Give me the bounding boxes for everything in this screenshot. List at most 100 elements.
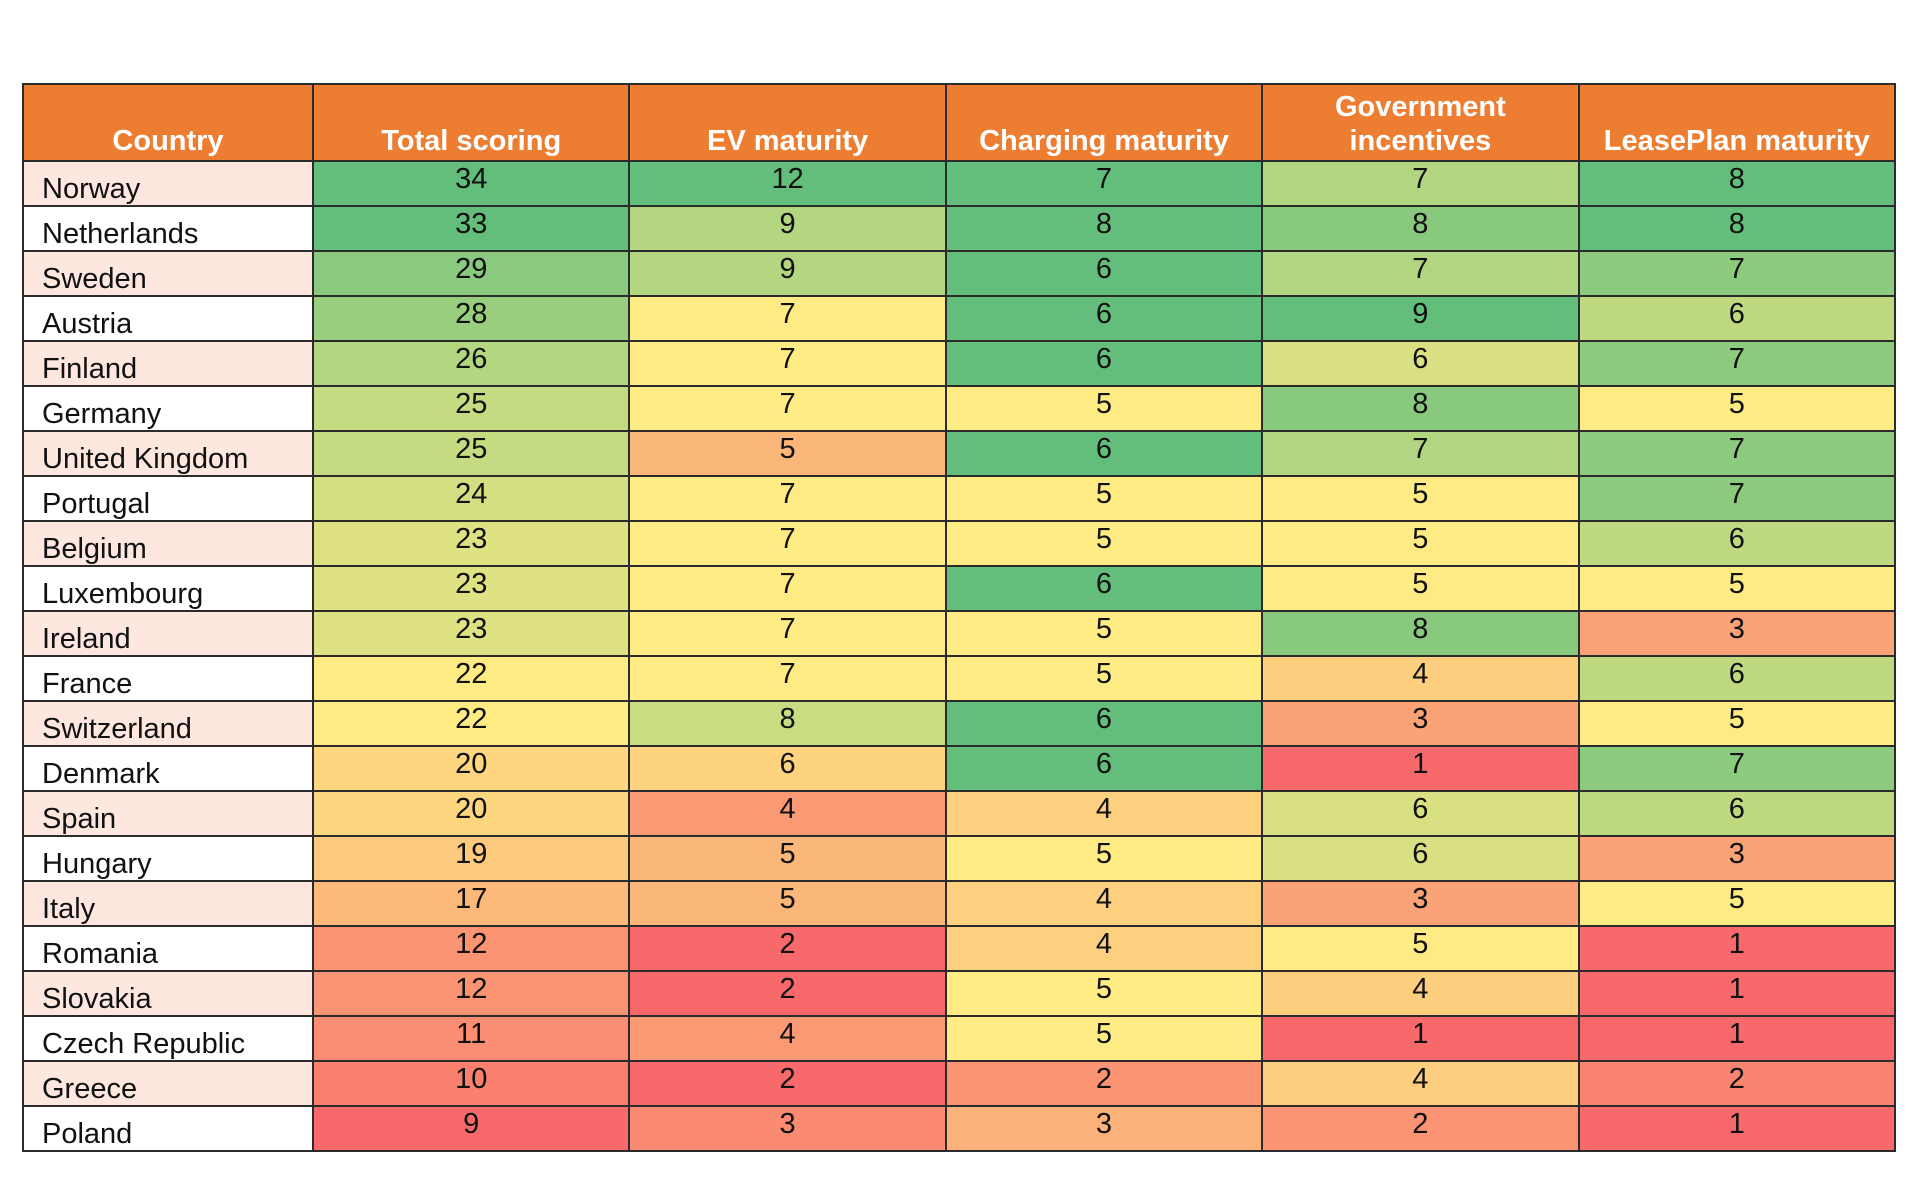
heat-cell: 23 [311,565,631,612]
country-cell: United Kingdom [22,430,314,477]
table-row: Switzerland 22 8 6 3 5 [22,700,1896,747]
heat-cell: 7 [628,475,947,522]
heatmap-table-container: Country Total scoring EV maturity Charging … [22,83,1896,1152]
heat-cell: 6 [944,700,1264,747]
table-row: Belgium 23 7 5 5 6 [22,520,1896,567]
heat-cell: 7 [1577,430,1896,477]
country-cell: Greece [22,1060,314,1107]
heat-cell: 8 [1261,385,1580,432]
heat-cell: 22 [311,655,631,702]
country-cell: Romania [22,925,314,972]
table-row: Czech Republic 11 4 5 1 1 [22,1015,1896,1062]
heat-cell: 6 [944,250,1264,297]
heat-cell: 1 [1577,970,1896,1017]
heat-cell: 5 [944,610,1264,657]
country-cell: Denmark [22,745,314,792]
table-row: Italy 17 5 4 3 5 [22,880,1896,927]
country-cell: Czech Republic [22,1015,314,1062]
heat-cell: 11 [311,1015,631,1062]
heat-cell: 6 [1577,790,1896,837]
table-row: Finland 26 7 6 6 7 [22,340,1896,387]
heat-cell: 7 [1577,250,1896,297]
heat-cell: 2 [628,1060,947,1107]
heat-cell: 3 [1261,700,1580,747]
heat-cell: 4 [944,790,1264,837]
heat-cell: 3 [1261,880,1580,927]
heat-cell: 5 [1261,520,1580,567]
heat-cell: 7 [628,520,947,567]
heat-cell: 3 [944,1105,1264,1152]
heat-cell: 7 [1261,250,1580,297]
heat-cell: 26 [311,340,631,387]
table-row: Portugal 24 7 5 5 7 [22,475,1896,522]
heat-cell: 17 [311,880,631,927]
heat-cell: 4 [628,790,947,837]
heat-cell: 4 [1261,1060,1580,1107]
table-row: Sweden 29 9 6 7 7 [22,250,1896,297]
heat-cell: 2 [1577,1060,1896,1107]
heat-cell: 6 [944,340,1264,387]
heat-cell: 24 [311,475,631,522]
heat-cell: 7 [1261,430,1580,477]
heat-cell: 1 [1261,745,1580,792]
heat-cell: 7 [628,340,947,387]
heat-cell: 7 [628,385,947,432]
heat-cell: 6 [1577,655,1896,702]
heat-cell: 12 [628,160,947,207]
heat-cell: 1 [1577,925,1896,972]
heat-cell: 5 [944,520,1264,567]
table-row: Hungary 19 5 5 6 3 [22,835,1896,882]
table-row: Poland 9 3 3 2 1 [22,1105,1896,1152]
column-header-line: Total scoring [381,125,562,157]
country-cell: Switzerland [22,700,314,747]
table-row: Ireland 23 7 5 8 3 [22,610,1896,657]
heat-cell: 6 [944,745,1264,792]
country-cell: Italy [22,880,314,927]
heat-cell: 20 [311,745,631,792]
heat-cell: 2 [1261,1105,1580,1152]
heat-cell: 9 [628,250,947,297]
heat-cell: 5 [628,430,947,477]
heat-cell: 6 [944,565,1264,612]
heat-cell: 7 [628,295,947,342]
heat-cell: 3 [1577,610,1896,657]
country-cell: Norway [22,160,314,207]
table-row: Netherlands 33 9 8 8 8 [22,205,1896,252]
column-header-1: Total scoring [311,83,631,162]
heat-cell: 25 [311,385,631,432]
heat-cell: 8 [1261,610,1580,657]
country-cell: Sweden [22,250,314,297]
heat-cell: 4 [1261,655,1580,702]
heat-cell: 5 [1261,925,1580,972]
country-cell: Portugal [22,475,314,522]
heat-cell: 12 [311,970,631,1017]
heat-cell: 9 [1261,295,1580,342]
column-header-line: Charging maturity [979,125,1229,157]
heat-cell: 23 [311,520,631,567]
heat-cell: 3 [628,1105,947,1152]
table-body: Norway 34 12 7 7 8 Netherlands 33 9 8 8 8 Sweden 29 9 6… [22,160,1896,1152]
heat-cell: 34 [311,160,631,207]
heat-cell: 6 [1261,340,1580,387]
heat-cell: 25 [311,430,631,477]
table-row: Greece 10 2 2 4 2 [22,1060,1896,1107]
table-row: Norway 34 12 7 7 8 [22,160,1896,207]
table-row: Spain 20 4 4 6 6 [22,790,1896,837]
country-cell: Luxembourg [22,565,314,612]
country-cell: Spain [22,790,314,837]
heat-cell: 8 [628,700,947,747]
heat-cell: 5 [944,1015,1264,1062]
heat-cell: 33 [311,205,631,252]
heat-cell: 5 [944,835,1264,882]
heat-cell: 7 [1577,745,1896,792]
heatmap-table: Country Total scoring EV maturity Charging … [22,83,1896,1152]
heat-cell: 6 [628,745,947,792]
table-row: Luxembourg 23 7 6 5 5 [22,565,1896,612]
country-cell: Netherlands [22,205,314,252]
column-header-line: incentives [1349,125,1492,157]
country-cell: Germany [22,385,314,432]
heat-cell: 5 [1261,565,1580,612]
heat-cell: 1 [1261,1015,1580,1062]
column-header-line: LeasePlan maturity [1603,125,1870,157]
country-cell: Ireland [22,610,314,657]
